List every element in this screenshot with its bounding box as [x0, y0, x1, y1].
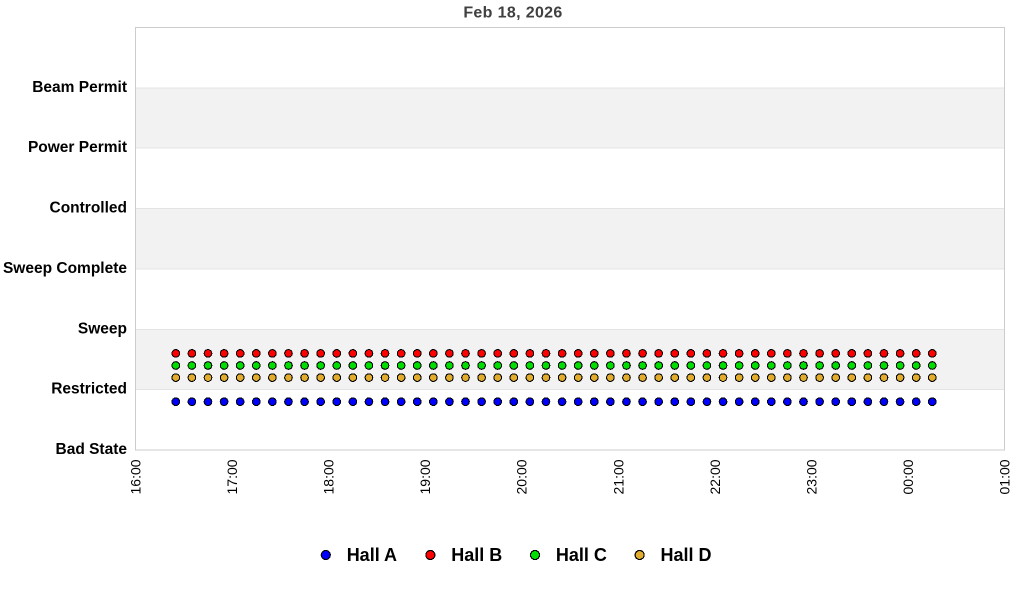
- svg-text:17:00: 17:00: [224, 459, 240, 494]
- svg-text:18:00: 18:00: [321, 459, 337, 494]
- svg-text:16:00: 16:00: [128, 459, 144, 494]
- svg-text:Restricted: Restricted: [51, 381, 127, 398]
- svg-text:Sweep: Sweep: [78, 320, 127, 337]
- svg-text:22:00: 22:00: [707, 459, 723, 494]
- svg-text:21:00: 21:00: [610, 459, 626, 494]
- svg-text:01:00: 01:00: [997, 459, 1013, 494]
- svg-text:Sweep Complete: Sweep Complete: [3, 260, 127, 277]
- svg-text:Controlled: Controlled: [50, 200, 128, 217]
- svg-text:Hall B: Hall B: [451, 545, 502, 565]
- svg-text:00:00: 00:00: [900, 459, 916, 494]
- svg-text:Hall C: Hall C: [556, 545, 607, 565]
- svg-text:20:00: 20:00: [514, 459, 530, 494]
- svg-text:19:00: 19:00: [417, 459, 433, 494]
- svg-text:Hall D: Hall D: [661, 545, 712, 565]
- svg-text:Beam Permit: Beam Permit: [32, 79, 127, 96]
- svg-text:23:00: 23:00: [803, 459, 819, 494]
- svg-text:Power Permit: Power Permit: [28, 139, 127, 156]
- svg-text:Hall A: Hall A: [347, 545, 397, 565]
- svg-text:Bad State: Bad State: [56, 441, 128, 458]
- svg-text:Feb 18, 2026: Feb 18, 2026: [463, 5, 562, 22]
